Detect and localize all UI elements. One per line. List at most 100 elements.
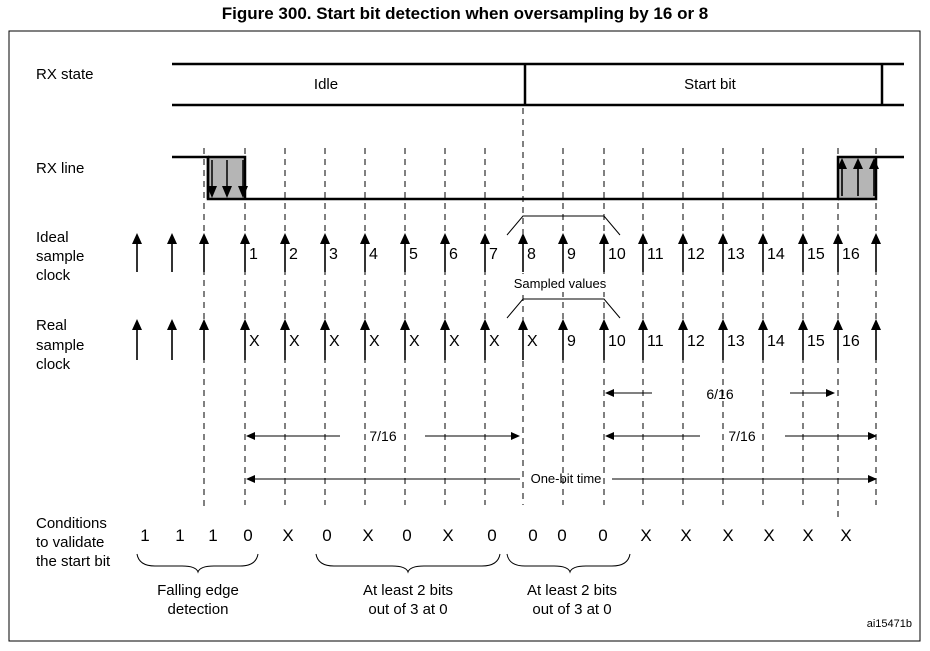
- ideal-sample-arrow: [320, 233, 330, 272]
- condition-value: X: [362, 526, 373, 545]
- ideal-sample-label: 16: [842, 246, 860, 263]
- ideal-sample-arrow: [280, 233, 290, 272]
- row-label-rx-line-line: RX line: [36, 160, 84, 177]
- real-sample-arrow: [758, 319, 768, 360]
- measurement-seven-sixteenths-left: 7/16: [246, 428, 520, 444]
- real-sample-arrow: [599, 319, 609, 360]
- row-label-real-line-3: clock: [36, 356, 71, 373]
- real-sample-arrow: [280, 319, 290, 360]
- ideal-sample-label: 8: [527, 246, 536, 263]
- condition-value: 0: [487, 526, 496, 545]
- real-sample-arrow: [199, 319, 209, 360]
- condition-value: X: [763, 526, 774, 545]
- real-sample-label: X: [329, 333, 340, 350]
- conditions-values: 1 1 1 0 X 0 X 0 X 0 0 0 0 X X X X X X: [140, 526, 851, 545]
- condition-value: 1: [140, 526, 149, 545]
- ideal-sample-label: 5: [409, 246, 418, 263]
- rx-state-start-bit-label: Start bit: [684, 76, 737, 93]
- real-sample-label: 15: [807, 333, 825, 350]
- ideal-sample-label: 11: [647, 246, 664, 263]
- ideal-sample-arrow: [480, 233, 490, 272]
- row-label-rx-line: RX line: [36, 160, 84, 177]
- real-sample-arrow: [798, 319, 808, 360]
- rx-line-waveform: [172, 155, 904, 201]
- row-label-real-sample-clock: Real sample clock: [36, 317, 84, 373]
- condition-value: 0: [243, 526, 252, 545]
- ideal-sample-arrow: [599, 233, 609, 272]
- ideal-sample-label: 15: [807, 246, 825, 263]
- falling-edge-arrow: [238, 160, 248, 198]
- condition-value: 0: [402, 526, 411, 545]
- row-label-conditions-line-2: to validate: [36, 534, 104, 551]
- condition-value: 0: [598, 526, 607, 545]
- real-sample-label: 9: [567, 333, 576, 350]
- rx-line-edge-arrows: [207, 158, 879, 198]
- ideal-sample-arrow: [518, 233, 528, 272]
- real-sample-label: 12: [687, 333, 705, 350]
- ideal-sample-label: 4: [369, 246, 378, 263]
- figure-id: ai15471b: [867, 618, 912, 630]
- six-sixteenths-label: 6/16: [706, 386, 733, 402]
- real-sample-arrow: [833, 319, 843, 360]
- seven-sixteenths-left-label: 7/16: [369, 428, 396, 444]
- row-label-ideal-sample-clock: Ideal sample clock: [36, 229, 84, 284]
- rx-state-idle-label: Idle: [314, 76, 338, 93]
- ideal-sample-arrow: [833, 233, 843, 272]
- real-sample-arrow: [132, 319, 142, 360]
- falling-edge-arrow: [207, 160, 217, 198]
- real-sample-label: X: [369, 333, 380, 350]
- ideal-sample-arrow: [440, 233, 450, 272]
- falling-edge-arrow: [222, 160, 232, 198]
- condition-value: 0: [322, 526, 331, 545]
- condition-value: X: [840, 526, 851, 545]
- real-sample-arrow: [240, 319, 250, 360]
- sampled-values-bracket: Sampled values: [506, 215, 621, 319]
- ideal-sample-arrow: [871, 233, 881, 272]
- rising-edge-arrow: [837, 158, 847, 196]
- brace-first-majority: [315, 553, 501, 574]
- sampled-values-label: Sampled values: [514, 276, 607, 291]
- ideal-sample-label: 6: [449, 246, 458, 263]
- row-label-conditions-line-3: the start bit: [36, 553, 111, 570]
- ideal-sample-arrow: [167, 233, 177, 272]
- ideal-sample-arrow: [678, 233, 688, 272]
- real-sample-arrow: [360, 319, 370, 360]
- measurement-six-sixteenths: 6/16: [605, 386, 835, 402]
- condition-value: X: [282, 526, 293, 545]
- ideal-sample-arrow: [558, 233, 568, 272]
- ideal-sample-arrow: [638, 233, 648, 272]
- row-label-ideal-line-1: Ideal: [36, 229, 69, 246]
- row-label-conditions: Conditions to validate the start bit: [36, 515, 111, 570]
- ideal-sample-arrow: [240, 233, 250, 272]
- condition-value: X: [802, 526, 813, 545]
- condition-value: X: [722, 526, 733, 545]
- rising-edge-arrow: [853, 158, 863, 196]
- measurement-seven-sixteenths-right: 7/16: [605, 428, 877, 444]
- rising-edge-arrow: [869, 158, 879, 196]
- ideal-sample-arrow: [360, 233, 370, 272]
- ideal-sample-label: 13: [727, 246, 745, 263]
- real-sample-arrow: [558, 319, 568, 360]
- second-majority-label-1: At least 2 bits: [527, 582, 617, 599]
- ideal-sample-label: 9: [567, 246, 576, 263]
- ideal-sample-label: 12: [687, 246, 705, 263]
- second-majority-label-2: out of 3 at 0: [532, 601, 611, 618]
- real-sample-label: 14: [767, 333, 785, 350]
- ideal-sample-label: 7: [489, 246, 498, 263]
- first-majority-label-2: out of 3 at 0: [368, 601, 447, 618]
- brace-falling-edge: [136, 553, 259, 574]
- ideal-sample-clock: 1 2 3 4 5 6 7 8 9 10 11 12 13 14 15 16: [132, 233, 881, 272]
- condition-value: X: [640, 526, 651, 545]
- real-sample-arrow: [678, 319, 688, 360]
- seven-sixteenths-right-label: 7/16: [728, 428, 755, 444]
- ideal-sample-label: 14: [767, 246, 785, 263]
- real-sample-label: X: [489, 333, 500, 350]
- condition-value: X: [442, 526, 453, 545]
- real-sample-arrow: [167, 319, 177, 360]
- real-sample-label: X: [527, 333, 538, 350]
- first-majority-label-1: At least 2 bits: [363, 582, 453, 599]
- sample-dashed-lines: [203, 108, 877, 520]
- ideal-sample-label: 1: [249, 246, 258, 263]
- condition-value: X: [680, 526, 691, 545]
